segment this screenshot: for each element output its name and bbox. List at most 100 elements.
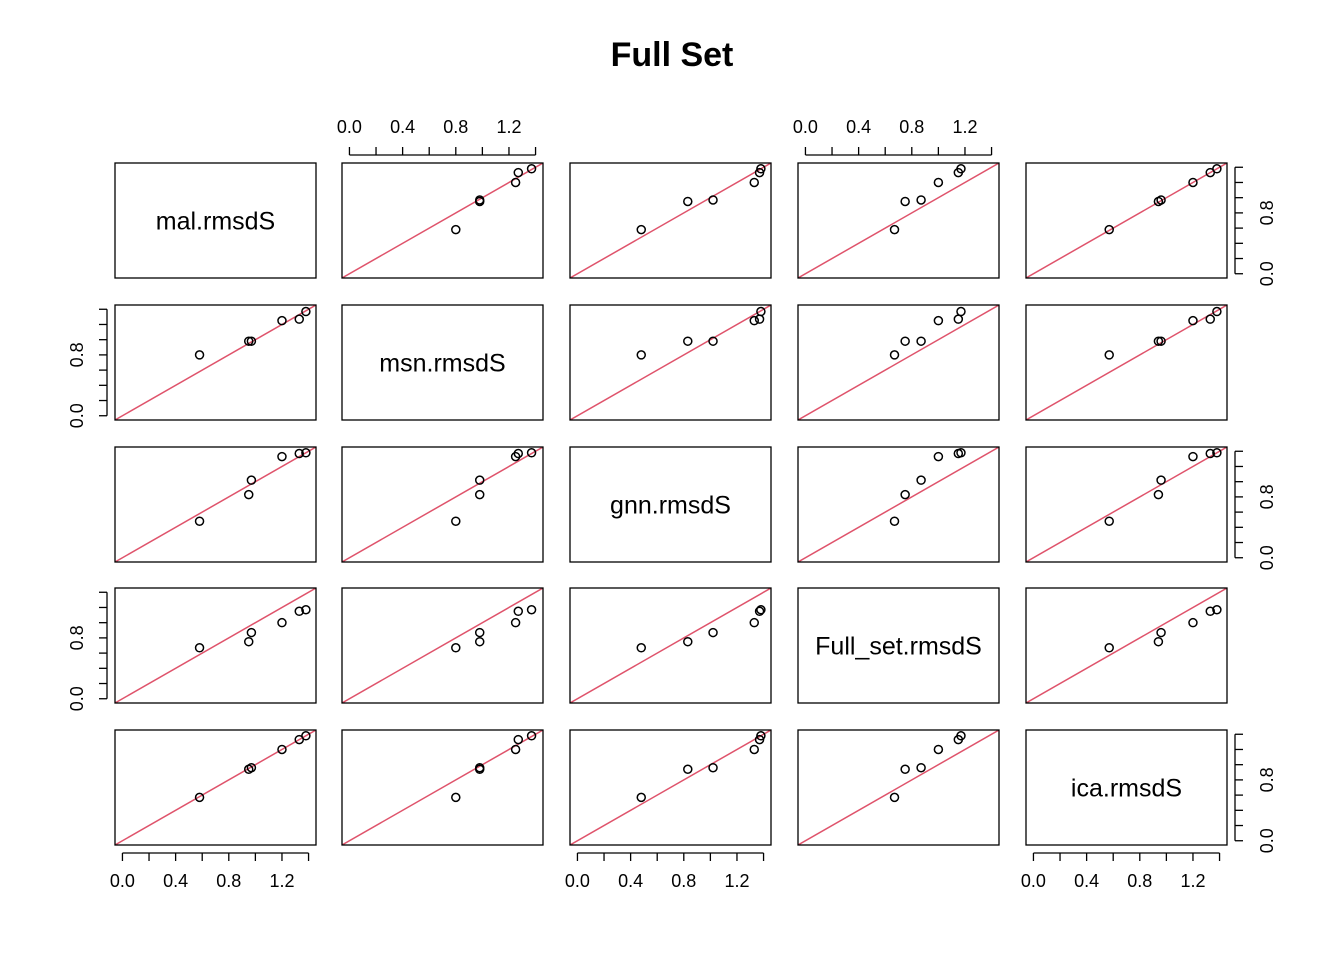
panel-content	[342, 447, 543, 562]
panel-content	[1026, 447, 1227, 562]
data-point	[900, 196, 910, 207]
tick-label: 0.0	[67, 686, 87, 711]
panel-content	[115, 447, 316, 562]
data-point	[246, 336, 257, 346]
reference-line	[342, 588, 543, 703]
data-point	[708, 336, 718, 346]
tick-label: 0.8	[443, 117, 468, 137]
tick-label: 1.2	[724, 871, 749, 891]
panel-msn.rmsdS-vs-ica.rmsdS	[1025, 304, 1228, 421]
reference-line	[115, 588, 316, 703]
data-point	[1188, 177, 1198, 188]
data-point	[1212, 448, 1222, 458]
data-point	[1156, 475, 1166, 485]
data-point	[916, 336, 926, 346]
y-axis-left-msn.rmsdS: 0.0 0.8	[67, 308, 108, 428]
data-point	[301, 448, 311, 458]
data-point	[451, 516, 461, 526]
data-point	[683, 336, 693, 346]
panel-msn.rmsdS-vs-msn.rmsdS: msn.rmsdS	[341, 304, 544, 421]
panel-border	[1025, 446, 1228, 563]
data-point	[474, 762, 485, 773]
panel-content	[798, 163, 999, 278]
panel-Full_set.rmsdS-vs-msn.rmsdS	[341, 587, 544, 704]
data-point	[636, 643, 647, 653]
panel-content	[570, 588, 771, 703]
data-point	[1212, 164, 1222, 174]
data-point	[889, 516, 900, 526]
data-point	[683, 764, 693, 774]
data-point	[294, 448, 304, 459]
panel-border	[797, 162, 1000, 279]
data-point	[708, 195, 718, 205]
data-point	[1188, 617, 1198, 628]
panel-Full_set.rmsdS-vs-mal.rmsdS	[114, 587, 317, 704]
data-point	[301, 605, 311, 615]
data-point	[754, 314, 765, 324]
variable-label: ica.rmsdS	[1071, 775, 1182, 803]
tick-label: 1.2	[1180, 871, 1205, 891]
data-point	[1156, 336, 1166, 346]
panel-content	[1026, 305, 1227, 420]
plot-title: Full Set	[610, 36, 734, 74]
data-point	[526, 164, 537, 174]
tick-label: 0.8	[899, 117, 924, 137]
data-point	[510, 617, 521, 628]
panel-border	[1025, 162, 1228, 279]
tick-label: 1.2	[496, 117, 521, 137]
data-point	[1153, 336, 1164, 346]
data-point	[749, 744, 759, 755]
panel-content	[342, 588, 543, 703]
reference-line	[342, 730, 543, 845]
panel-border	[1025, 587, 1228, 704]
y-axis-right-mal.rmsdS: 0.0 0.8	[1234, 166, 1277, 286]
data-point	[301, 306, 311, 317]
data-point	[683, 196, 693, 207]
data-point	[277, 451, 287, 462]
data-point	[683, 636, 693, 647]
tick-label: 0.4	[163, 871, 188, 891]
panel-ica.rmsdS-vs-ica.rmsdS: ica.rmsdS	[1025, 729, 1228, 846]
data-point	[754, 606, 765, 617]
data-point	[294, 606, 304, 617]
panel-mal.rmsdS-vs-gnn.rmsdS	[569, 162, 772, 279]
panel-border	[569, 162, 772, 279]
data-point	[1188, 315, 1198, 326]
tick-label: 0.0	[1021, 871, 1046, 891]
data-point	[474, 636, 485, 647]
panel-border	[569, 304, 772, 421]
data-point	[900, 336, 910, 346]
panel-border	[341, 729, 544, 846]
variable-label: Full_set.rmsdS	[815, 633, 982, 661]
tick-label: 0.8	[1127, 871, 1152, 891]
data-point	[1153, 636, 1164, 647]
reference-line	[570, 730, 771, 845]
panel-border	[569, 446, 772, 563]
reference-line	[342, 447, 543, 562]
data-point	[956, 164, 966, 174]
tick-label: 0.8	[671, 871, 696, 891]
data-point	[956, 731, 966, 741]
panel-content	[1026, 163, 1227, 278]
reference-line	[798, 163, 999, 278]
data-point	[749, 177, 759, 188]
panel-content	[342, 163, 543, 278]
panel-msn.rmsdS-vs-gnn.rmsdS	[569, 304, 772, 421]
tick-label: 0.0	[793, 117, 818, 137]
panel-content	[1026, 588, 1227, 703]
x-axis-bottom-ica.rmsdS: 0.0 0.4 0.8 1.2	[1021, 852, 1221, 891]
data-point	[1156, 627, 1166, 638]
data-point	[1104, 224, 1114, 235]
panel-gnn.rmsdS-vs-ica.rmsdS	[1025, 446, 1228, 563]
data-point	[1205, 606, 1215, 617]
data-point	[526, 605, 537, 615]
data-point	[933, 177, 944, 188]
data-point	[916, 762, 926, 773]
data-point	[510, 744, 521, 755]
data-point	[900, 764, 910, 774]
reference-line	[1026, 447, 1227, 562]
data-point	[513, 734, 524, 745]
data-point	[513, 448, 524, 459]
panel-border	[569, 729, 772, 846]
tick-label: 0.0	[1257, 545, 1277, 570]
